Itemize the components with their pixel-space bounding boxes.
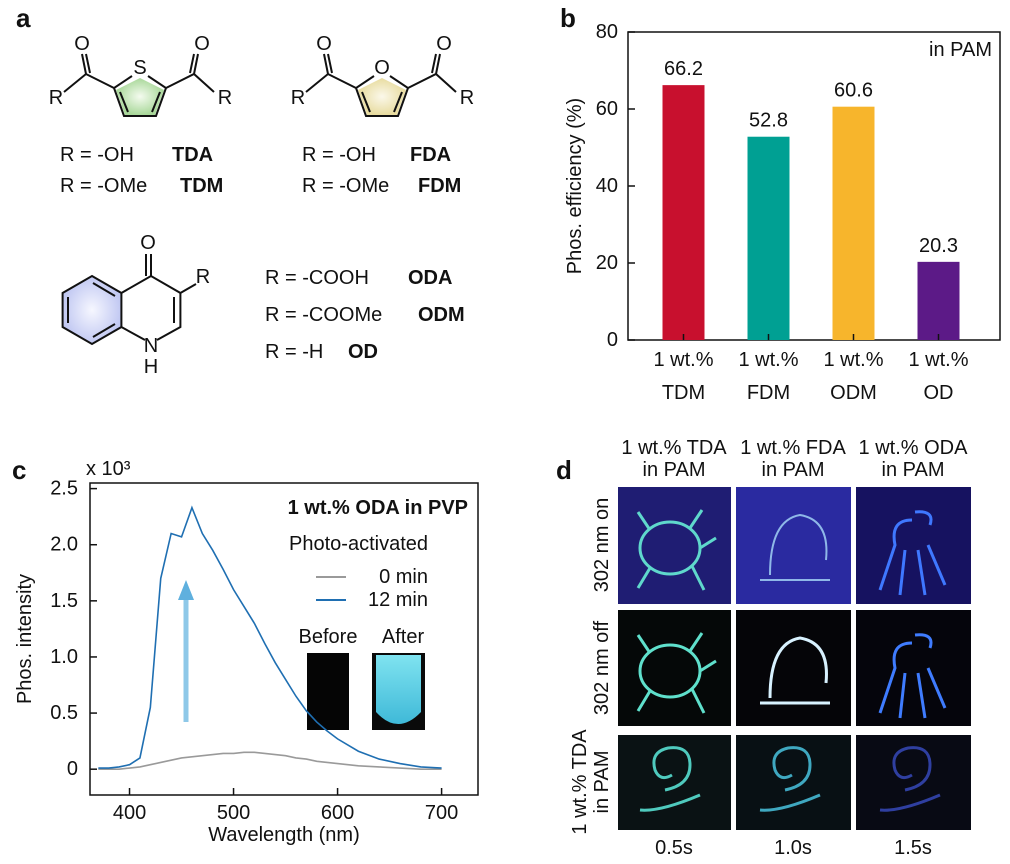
time-label: 1.5s [894, 837, 932, 859]
column-header: in PAM [643, 459, 706, 481]
compound-name: FDM [418, 175, 461, 197]
legend-title: Photo-activated [289, 533, 428, 555]
y-tick-label: 1.5 [50, 590, 78, 612]
y-tick-label: 2.5 [50, 478, 78, 500]
substituent: R = -OMe [302, 175, 389, 197]
photo-before [307, 653, 349, 730]
value-label: 60.6 [834, 80, 873, 102]
x-tick-label: 600 [321, 802, 354, 824]
y-tick-label: 40 [596, 175, 618, 197]
photo-tube [376, 655, 421, 724]
atom-label: H [144, 356, 158, 378]
atom-label: O [316, 33, 332, 55]
x-tick-label: FDM [747, 382, 790, 404]
series-line [98, 505, 442, 769]
panel-label: c [12, 455, 26, 485]
plot-frame [89, 482, 479, 796]
y-tick-label: 20 [596, 252, 618, 274]
inset-label: Before [299, 626, 358, 648]
row-label: 302 nm on [591, 498, 613, 593]
atom-label: O [194, 33, 210, 55]
x-tick-label: 500 [217, 802, 250, 824]
y-tick-label: 0.5 [50, 702, 78, 724]
atom-label: R [49, 87, 63, 109]
substituent: R = -COOMe [265, 304, 382, 326]
series-line [98, 751, 442, 770]
substituent: R = -H [265, 341, 323, 363]
row-label: 302 nm off [591, 620, 613, 715]
structure-quinolinone: O R N H R = -COOH ODA R = -COOMe ODM R =… [61, 232, 465, 378]
legend-label: 0 min [379, 566, 428, 588]
column-header: in PAM [762, 459, 825, 481]
image-grid [618, 487, 971, 830]
substituent: R = -OH [302, 144, 376, 166]
atom-label: O [74, 33, 90, 55]
value-label: 52.8 [749, 110, 788, 132]
x-tick-label: 1 wt.% [823, 349, 883, 371]
compound-name: OD [348, 341, 378, 363]
row-label: in PAM [591, 751, 613, 814]
x-tick-label: OD [924, 382, 954, 404]
atom-label: O [374, 57, 390, 79]
axis-multiplier: x 10³ [86, 458, 131, 480]
substituent: R = -OMe [60, 175, 147, 197]
bar [917, 261, 960, 340]
x-axis-title: Wavelength (nm) [208, 824, 360, 846]
annotation: in PAM [929, 39, 992, 61]
compound-name: ODM [418, 304, 465, 326]
inset-label: After [382, 626, 425, 648]
column-header: 1 wt.% ODA [859, 437, 969, 459]
structure-furan: O O O R R R = -OH FDA R = -OMe FDM [291, 33, 474, 197]
x-tick-label: 1 wt.% [738, 349, 798, 371]
atom-label: O [140, 232, 156, 254]
column-header: 1 wt.% TDA [621, 437, 727, 459]
y-tick-label: 0 [67, 758, 78, 780]
substituent: R = -COOH [265, 267, 369, 289]
time-label: 1.0s [774, 837, 812, 859]
atom-label: N [144, 335, 158, 357]
panel-label: b [560, 3, 576, 33]
atom-label: R [218, 87, 232, 109]
y-axis-title: Phos. intensity [14, 574, 36, 704]
atom-label: S [133, 57, 146, 79]
time-label: 0.5s [655, 837, 693, 859]
value-label: 66.2 [664, 58, 703, 80]
atom-label: O [436, 33, 452, 55]
column-header: 1 wt.% FDA [740, 437, 846, 459]
x-tick-label: TDM [662, 382, 705, 404]
substituent: R = -OH [60, 144, 134, 166]
y-tick-label: 0 [607, 329, 618, 351]
row-label: 1 wt.% TDA [569, 729, 591, 835]
bar [747, 136, 790, 340]
y-tick-label: 80 [596, 21, 618, 43]
atom-label: R [460, 87, 474, 109]
arrow-head [178, 580, 194, 600]
x-tick-label: 400 [113, 802, 146, 824]
value-label: 20.3 [919, 235, 958, 257]
panel-label: a [16, 3, 31, 33]
bar [662, 85, 705, 340]
x-tick-label: 1 wt.% [908, 349, 968, 371]
x-tick-label: 700 [425, 802, 458, 824]
y-tick-label: 60 [596, 98, 618, 120]
compound-name: FDA [410, 144, 451, 166]
y-axis-title: Phos. efficiency (%) [564, 98, 586, 274]
panel-label: d [556, 455, 572, 485]
x-tick-label: 1 wt.% [653, 349, 713, 371]
compound-name: TDA [172, 144, 213, 166]
structure-thiophene: O O S R R R = -OH TDA R = -OMe TDM [49, 33, 232, 197]
legend-label: 12 min [368, 589, 428, 611]
atom-label: R [196, 266, 210, 288]
bar [832, 106, 875, 340]
x-tick-label: ODM [830, 382, 877, 404]
annotation: 1 wt.% ODA in PVP [288, 497, 468, 519]
compound-name: ODA [408, 267, 452, 289]
atom-label: R [291, 87, 305, 109]
y-tick-label: 1.0 [50, 646, 78, 668]
column-header: in PAM [882, 459, 945, 481]
compound-name: TDM [180, 175, 223, 197]
y-tick-label: 2.0 [50, 534, 78, 556]
